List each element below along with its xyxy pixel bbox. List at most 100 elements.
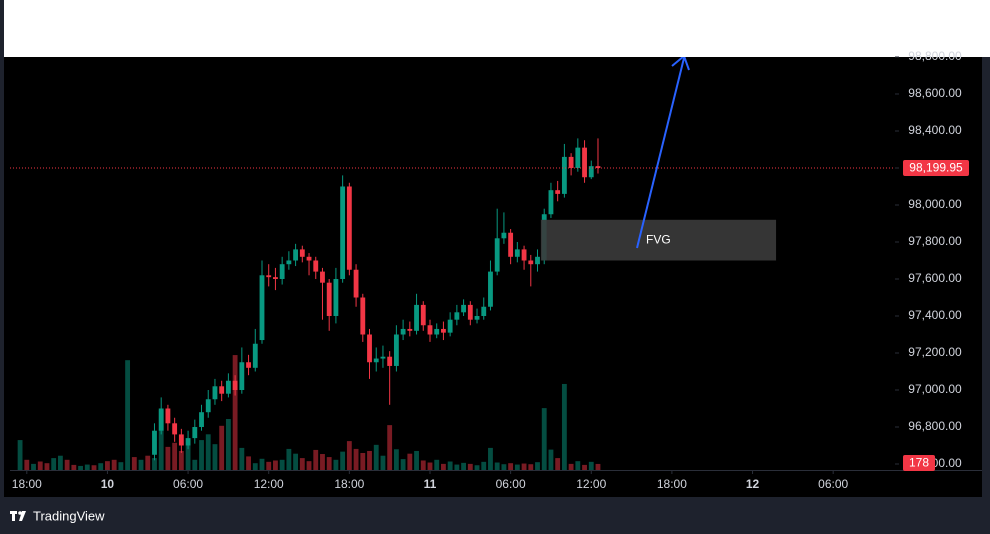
- logo-part: [18, 511, 22, 515]
- candle-body: [353, 269, 359, 298]
- volume-bar: [98, 463, 104, 470]
- y-tick-label: 98,600.00: [908, 86, 962, 100]
- volume-bar: [353, 448, 359, 470]
- y-tick-label: 97,800.00: [908, 234, 962, 248]
- volume-bar: [595, 463, 601, 470]
- candle-body: [387, 356, 393, 366]
- candle-body: [488, 271, 493, 307]
- candle-body: [199, 412, 204, 428]
- candle-body: [528, 260, 534, 265]
- y-tick-label: 98,400.00: [908, 123, 962, 137]
- candle-body: [293, 249, 299, 261]
- volume-bar: [514, 464, 520, 470]
- overlay: FVG: [10, 167, 895, 261]
- candle-body: [461, 304, 467, 313]
- volume-bar: [252, 463, 258, 470]
- volume-bar: [232, 355, 238, 470]
- x-tick-label: 06:00: [818, 477, 848, 491]
- candle-body: [239, 362, 245, 391]
- y-tick-label: 97,400.00: [908, 308, 962, 322]
- volume-bar: [568, 463, 574, 470]
- volume-bar: [387, 425, 393, 470]
- candle-body: [246, 362, 251, 368]
- x-tick-label: 11: [424, 477, 437, 491]
- volume-bar: [320, 454, 325, 470]
- candle-body: [548, 190, 554, 215]
- candle-body: [306, 256, 312, 261]
- volume-bar: [145, 455, 151, 470]
- logo-part: [12, 511, 15, 521]
- volume-bar: [31, 463, 36, 470]
- volume-bar: [279, 459, 285, 470]
- candle-body: [414, 304, 419, 331]
- candle-body: [360, 297, 366, 335]
- volume-bar: [481, 461, 487, 470]
- y-tick-label: 97,200.00: [908, 345, 962, 359]
- fvg-zone: [540, 219, 777, 261]
- volume-bar: [575, 461, 581, 470]
- candle-body: [521, 249, 527, 261]
- candle-body: [286, 260, 292, 265]
- candle-body: [561, 156, 567, 194]
- volume-bar: [138, 459, 144, 470]
- volume-bar: [461, 462, 467, 470]
- candle-body: [333, 278, 339, 316]
- volume-bar: [454, 464, 460, 470]
- brand: TradingView: [33, 508, 105, 523]
- volume-bar: [340, 451, 346, 470]
- fvg-label: FVG: [646, 232, 671, 246]
- volume-bar: [434, 459, 440, 470]
- candle-body: [575, 147, 581, 168]
- volume-bar: [299, 458, 305, 470]
- candle-body: [205, 399, 211, 413]
- candle-body: [454, 312, 460, 320]
- redaction: [4, 0, 990, 57]
- candle-body: [595, 166, 601, 168]
- candle-body: [299, 249, 305, 257]
- candle-body: [259, 275, 265, 341]
- volume-bar: [501, 464, 507, 470]
- candle-body: [252, 343, 258, 368]
- logo: [10, 511, 26, 521]
- volume-bar: [51, 458, 57, 470]
- candle-body: [313, 260, 319, 272]
- volume-bar: [313, 449, 319, 470]
- candle-body: [326, 282, 332, 316]
- volume-bar: [494, 462, 500, 470]
- volume-bar: [555, 458, 561, 470]
- volume-bar: [582, 464, 587, 470]
- volume-bar: [306, 461, 312, 470]
- x-tick-label: 06:00: [173, 477, 203, 491]
- volume-bar: [152, 458, 157, 470]
- volume-bar: [474, 465, 480, 470]
- volume-bar: [393, 449, 399, 470]
- volume-bar: [360, 453, 366, 470]
- candle-body: [172, 423, 178, 435]
- volume-bar: [488, 447, 493, 470]
- volume-bar: [199, 440, 204, 470]
- candle-body: [158, 408, 164, 431]
- volume-bar: [528, 464, 534, 470]
- candle-body: [508, 232, 514, 257]
- candle-body: [501, 232, 507, 239]
- x-tick-label: 12:00: [576, 477, 606, 491]
- volume-bar: [266, 461, 272, 470]
- volume-bar: [131, 457, 137, 470]
- volume-bar: [541, 408, 547, 470]
- volume-bar: [346, 441, 352, 470]
- x-tick-label: 12:00: [254, 477, 284, 491]
- candle-body: [192, 427, 198, 439]
- last-volume-label: 178: [909, 456, 929, 470]
- candle-body: [232, 380, 238, 391]
- last-price-box: [903, 159, 969, 176]
- volume-bar: [407, 453, 413, 470]
- volume-bar: [165, 446, 171, 470]
- trend-arrow: [636, 57, 685, 249]
- candle-body: [165, 408, 171, 424]
- volume-bar: [521, 463, 527, 470]
- candle-body: [467, 304, 473, 320]
- candle-body: [373, 358, 379, 363]
- volume-bar: [273, 460, 278, 470]
- y-tick-label: 96,800.00: [908, 419, 962, 433]
- y-tick-label: 97,000.00: [908, 382, 962, 396]
